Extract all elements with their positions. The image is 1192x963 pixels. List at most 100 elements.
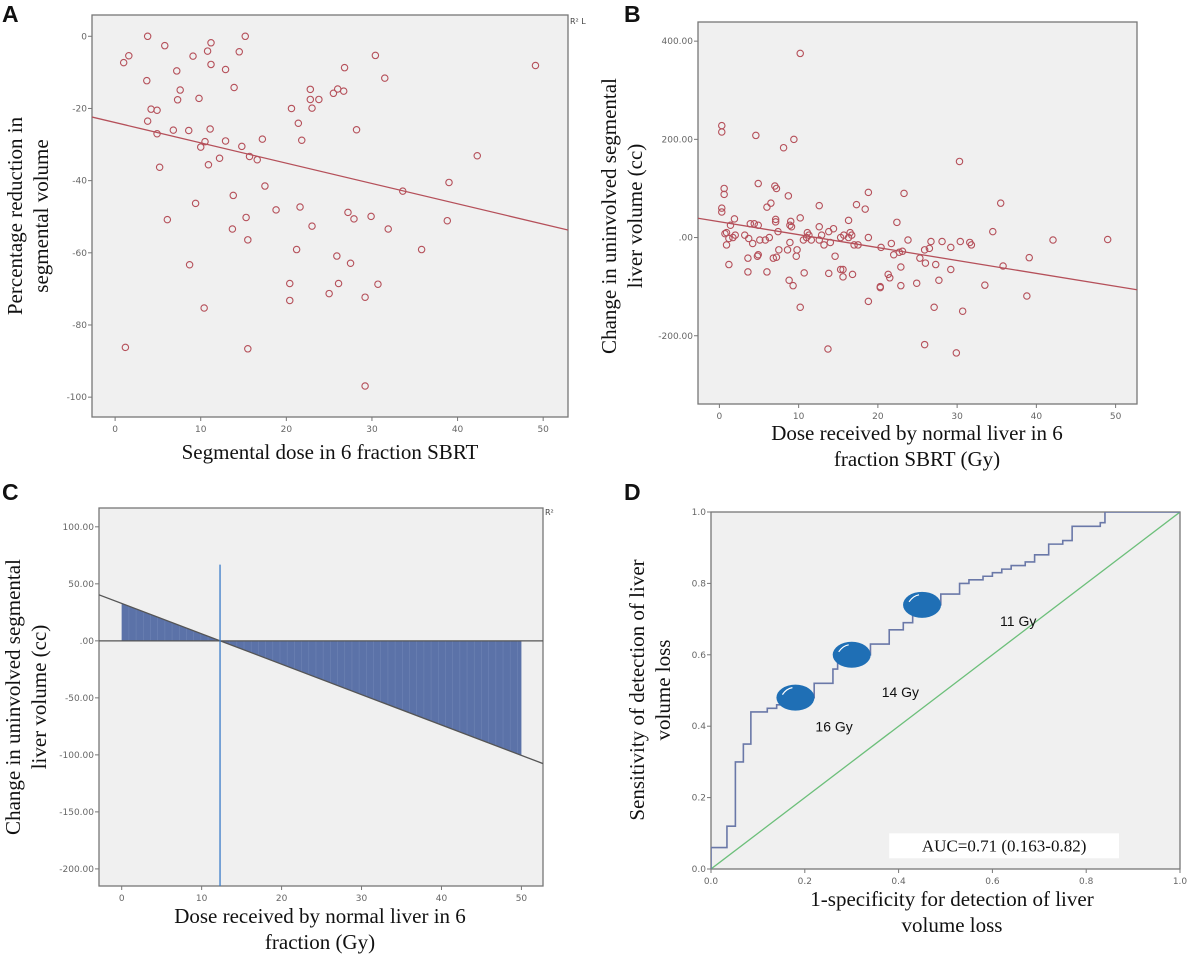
data-point	[189, 52, 197, 60]
data-point	[155, 163, 164, 172]
panel-c-inner	[99, 564, 543, 886]
data-point	[215, 154, 224, 163]
data-point	[725, 234, 733, 243]
data-point	[989, 227, 997, 236]
data-point	[371, 51, 380, 60]
data-point	[119, 58, 128, 67]
data-point	[238, 142, 246, 151]
regression-line	[92, 116, 568, 231]
panel-d-inner	[711, 512, 1180, 869]
panel-c-y-label-line1: Change in uninvolved segmental	[1, 559, 25, 835]
data-point	[786, 217, 795, 226]
data-point	[203, 47, 212, 55]
data-point	[774, 227, 782, 236]
data-point	[754, 179, 762, 188]
data-point	[730, 215, 739, 223]
data-point	[242, 213, 250, 222]
data-point	[935, 276, 943, 285]
data-point	[720, 190, 728, 199]
data-point	[775, 246, 783, 254]
data-point	[417, 245, 426, 254]
data-point	[308, 222, 316, 230]
data-point	[207, 39, 215, 47]
panel-c-x-label-line1: Dose received by normal liver in 6	[174, 904, 466, 928]
x-tick-label: 10	[793, 412, 805, 422]
data-point	[367, 212, 375, 221]
data-point	[361, 382, 369, 390]
panel-a: 0 10 20 30 40 50 0 -20 -40 -60 -80 -100	[67, 14, 569, 435]
data-point	[952, 349, 961, 357]
data-point	[779, 143, 788, 152]
data-point	[836, 265, 845, 274]
data-point	[725, 260, 733, 269]
data-point	[790, 135, 798, 144]
data-point	[765, 233, 774, 242]
data-point	[876, 283, 885, 292]
data-point	[772, 253, 781, 261]
data-point	[824, 345, 832, 353]
data-point	[350, 215, 358, 223]
panel-c-x-label-line2: fraction (Gy)	[265, 930, 375, 954]
data-point	[245, 152, 254, 161]
x-tick-label: 20	[872, 412, 884, 422]
data-point	[829, 224, 838, 233]
y-tick-label: 0.8	[692, 579, 707, 589]
data-point	[340, 63, 349, 72]
data-point	[125, 52, 133, 60]
data-point	[344, 208, 352, 217]
panel-b-x-label-line2: fraction SBRT (Gy)	[834, 447, 1000, 471]
cutoff-marker	[903, 591, 942, 618]
y-tick-label: 0	[81, 32, 87, 42]
cutoff-label: 11 Gy	[1000, 613, 1036, 629]
data-point	[306, 95, 315, 104]
data-point	[824, 269, 833, 278]
data-point	[308, 104, 316, 112]
x-tick-label: 0	[717, 412, 723, 422]
data-point	[718, 204, 726, 212]
data-point	[996, 199, 1005, 207]
data-point	[826, 238, 835, 247]
data-point	[927, 237, 935, 246]
data-point	[143, 32, 152, 41]
x-tick-label: 40	[452, 425, 464, 435]
data-point	[864, 188, 873, 197]
data-point	[244, 345, 252, 353]
data-point	[820, 241, 828, 249]
panel-letter-d: D	[624, 479, 641, 505]
regression-line	[99, 594, 543, 765]
x-tick-label: 0.2	[798, 877, 812, 887]
data-point	[847, 231, 856, 239]
data-point	[958, 307, 967, 315]
data-point	[744, 254, 752, 262]
data-point	[228, 225, 237, 233]
data-point	[261, 182, 269, 190]
panel-d-y-label-line2: volume loss	[651, 640, 675, 741]
data-point	[1103, 235, 1112, 244]
data-point	[786, 238, 794, 247]
y-tick-label: 200.00	[662, 135, 694, 145]
data-point	[854, 241, 862, 249]
data-point	[796, 214, 804, 222]
y-tick-label: -40	[72, 177, 87, 187]
data-point	[473, 151, 482, 160]
data-point	[722, 241, 731, 249]
data-point	[754, 221, 762, 230]
data-point	[748, 239, 757, 248]
data-point	[752, 131, 760, 140]
x-tick-label: 0	[119, 894, 125, 904]
data-point	[761, 236, 770, 244]
y-tick-label: -20	[72, 104, 87, 114]
data-point	[771, 218, 780, 226]
data-point	[999, 262, 1007, 270]
data-point	[921, 259, 930, 267]
panel-d-y-label-line1: Sensitivity of detection of liver	[625, 559, 649, 820]
data-point	[796, 49, 804, 58]
data-point	[744, 234, 753, 243]
data-point	[848, 270, 857, 279]
data-point	[839, 265, 847, 274]
data-point	[286, 279, 294, 288]
data-point	[531, 61, 540, 70]
panel-d: 0.0 0.2 0.4 0.6 0.8 1.0 0.0 0.2 0.4 0.6 0.8 1.0 16 G…	[692, 508, 1188, 887]
x-tick-label: 0.0	[704, 877, 719, 887]
data-point	[718, 128, 726, 136]
